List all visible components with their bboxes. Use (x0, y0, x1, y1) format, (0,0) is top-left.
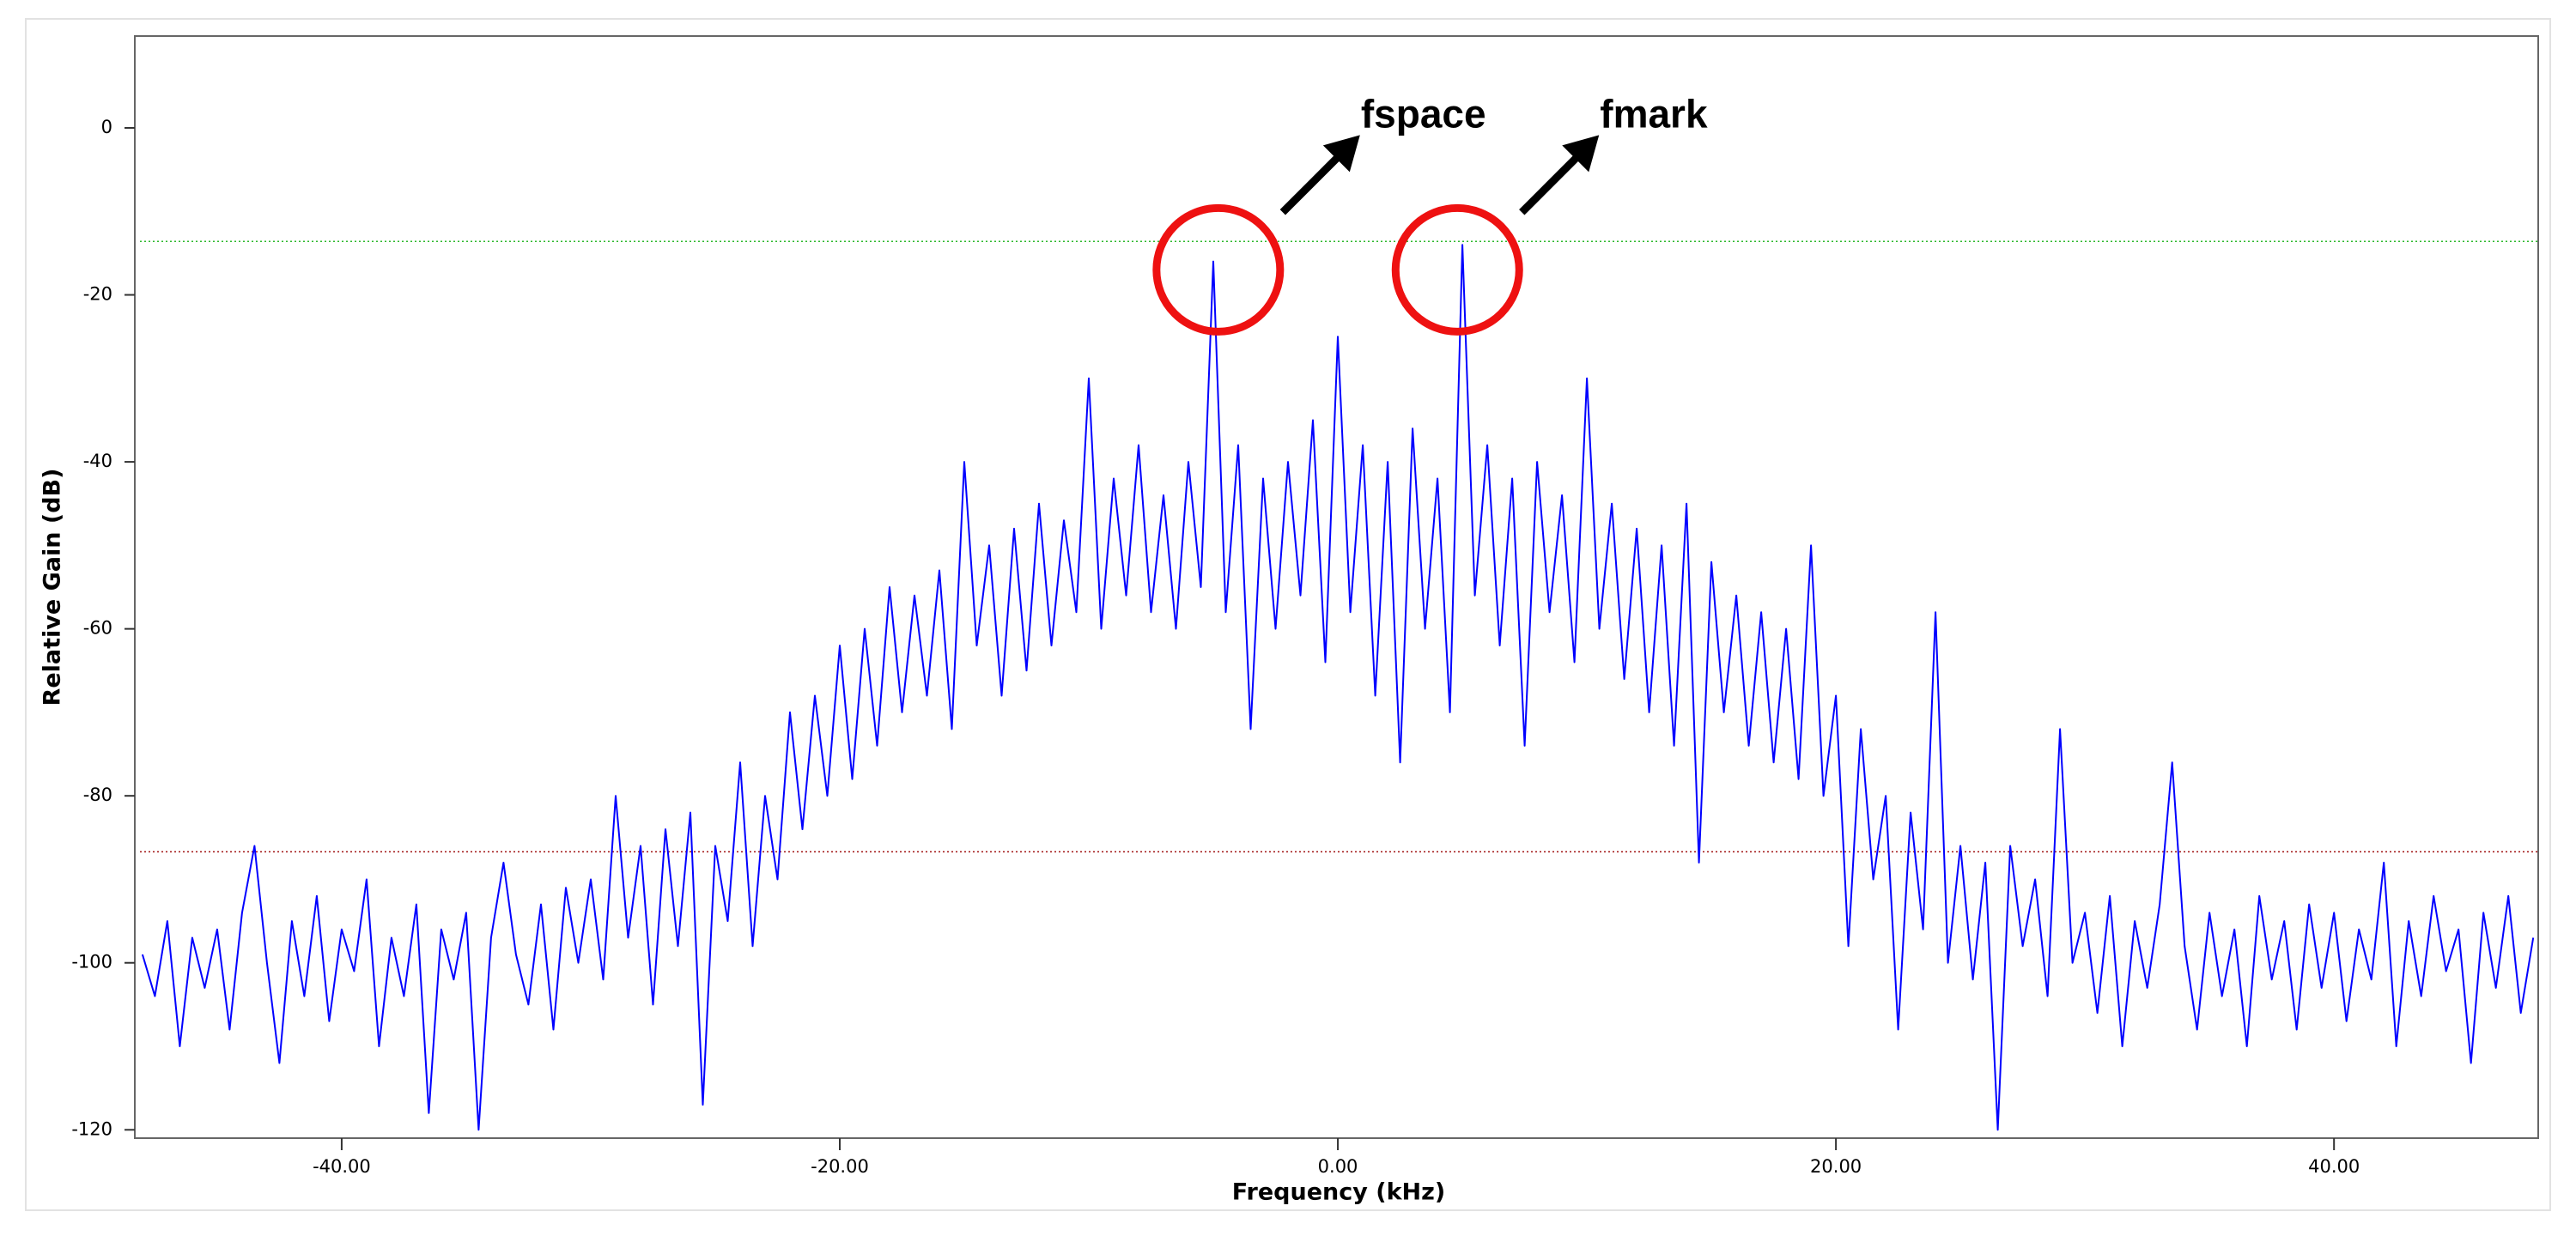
annotation-arrow (1279, 149, 1346, 215)
y-tick-label: -60 (83, 618, 112, 639)
y-tick-label: -80 (83, 785, 112, 805)
x-tick-label: -20.00 (811, 1156, 869, 1177)
x-tick-label: 20.00 (1810, 1156, 1862, 1177)
plot-area (134, 35, 2539, 1139)
x-axis-title: Frequency (kHz) (1232, 1179, 1445, 1206)
annotation-circle (1152, 203, 1285, 336)
y-tick-label: 0 (101, 117, 112, 137)
y-tick-label: -20 (83, 284, 112, 305)
x-tick-label: 40.00 (2308, 1156, 2360, 1177)
y-tick-label: -120 (71, 1118, 112, 1139)
annotation-label: fspace (1361, 92, 1486, 136)
annotation-label: fmark (1600, 92, 1708, 136)
annotation-circle (1391, 203, 1523, 336)
y-tick-label: -100 (71, 952, 112, 972)
x-tick-label: -40.00 (313, 1156, 371, 1177)
annotation-arrow (1519, 149, 1585, 215)
y-axis-title: Relative Gain (dB) (39, 469, 66, 706)
y-tick-label: -40 (83, 451, 112, 471)
arrow-head (1322, 135, 1360, 173)
spectrum-line (141, 244, 2535, 1131)
arrow-head (1562, 135, 1600, 173)
x-tick-label: 0.00 (1318, 1156, 1358, 1177)
